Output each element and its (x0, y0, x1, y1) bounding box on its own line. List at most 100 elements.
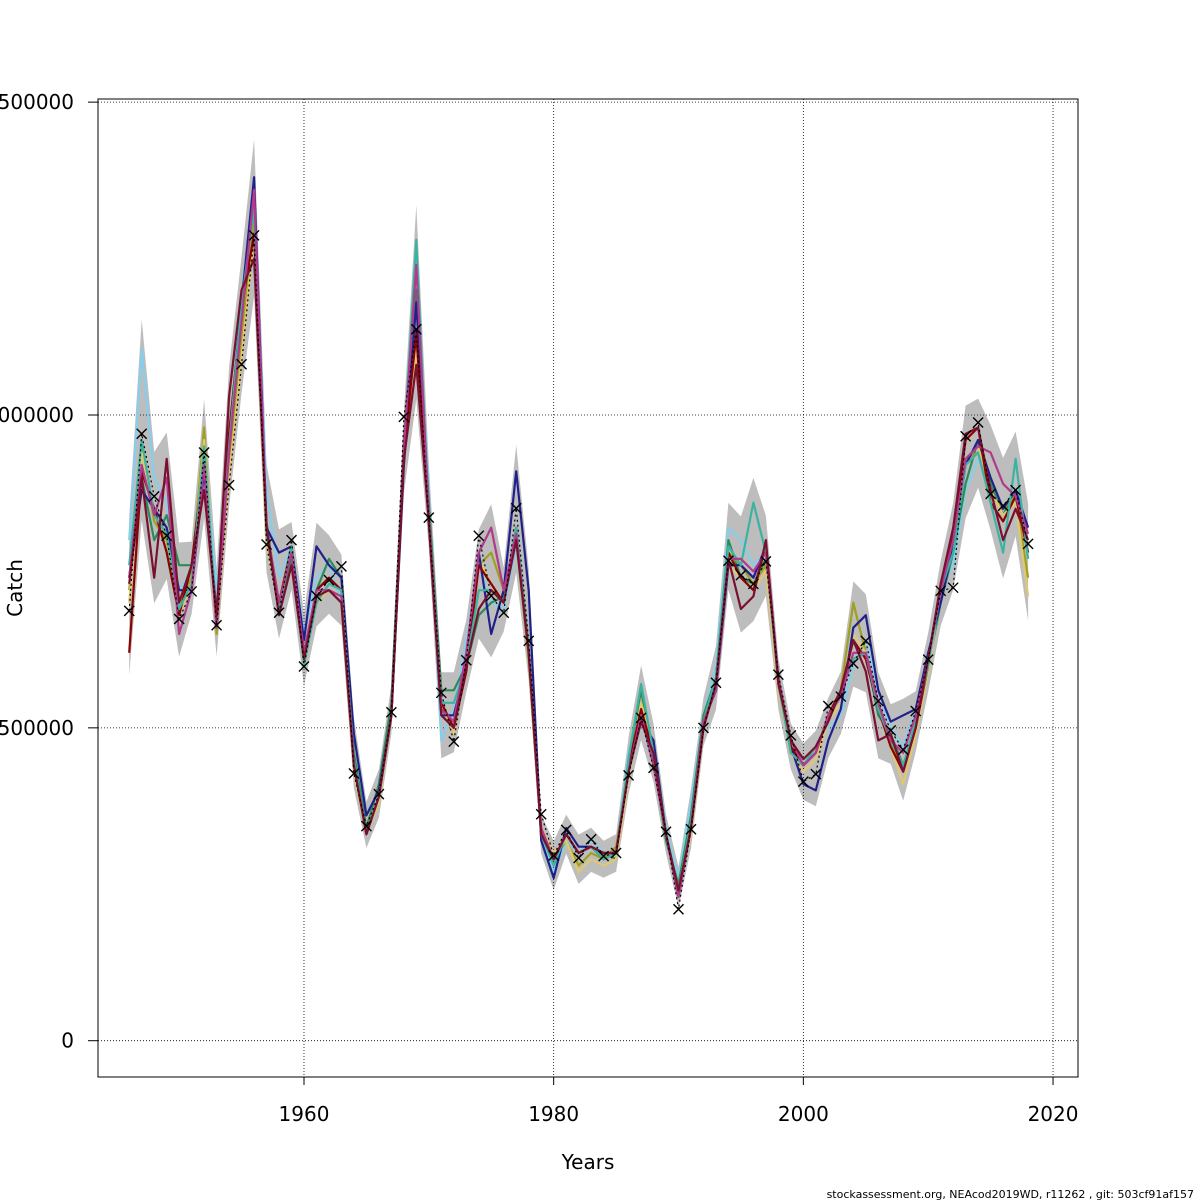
y-axis: 0 500000 1000000 1500000 (0, 90, 98, 1053)
observed-point-2003 (835, 691, 847, 703)
observed-point-1993 (710, 677, 722, 689)
observed-point-1989 (660, 826, 672, 838)
series-line-7 (128, 207, 1030, 892)
observed-point-1952 (198, 447, 210, 459)
observed-point-1956 (248, 229, 260, 241)
observed-point-1999 (785, 729, 797, 741)
observed-point-1997 (760, 555, 772, 567)
observed-point-1968 (398, 411, 410, 423)
observed-point-1987 (635, 712, 647, 724)
x-tick-label: 2020 (1028, 1102, 1079, 1126)
observed-point-1974 (473, 530, 485, 542)
observed-point-1996 (747, 578, 759, 590)
x-axis-label: Years (561, 1150, 615, 1174)
observed-point-1961 (310, 590, 322, 602)
series-line-6 (128, 232, 1030, 892)
observed-point-1988 (648, 762, 660, 774)
observed-point-1963 (335, 560, 347, 572)
observed-point-1954 (223, 479, 235, 491)
observed-point-1960 (298, 661, 310, 673)
observed-point-2007 (885, 724, 897, 736)
observed-point-2012 (947, 582, 959, 594)
observed-point-1947 (136, 428, 148, 440)
observed-point-1973 (460, 654, 472, 666)
observed-point-1994 (722, 555, 734, 567)
observed-point-1995 (735, 569, 747, 581)
observed-point-1983 (585, 833, 597, 845)
x-tick-label: 1980 (528, 1102, 579, 1126)
x-tick-label: 2000 (778, 1102, 829, 1126)
observed-point-1949 (161, 530, 173, 542)
observed-point-1972 (448, 736, 460, 748)
observed-point-1969 (410, 323, 422, 335)
observed-point-2009 (910, 705, 922, 717)
observed-point-1958 (273, 607, 285, 619)
observed-point-1955 (236, 358, 248, 370)
observed-point-1962 (323, 574, 335, 586)
series-line-9 (128, 257, 1030, 892)
observed-point-1986 (623, 769, 635, 781)
observed-point-1981 (560, 824, 572, 836)
observed-point-2001 (810, 768, 822, 780)
observed-point-1982 (573, 852, 585, 864)
series-line-5 (128, 176, 1030, 898)
observed-point-2004 (847, 657, 859, 669)
x-axis: 1960 1980 2000 2020 (279, 1077, 1079, 1126)
plot-area-border (97, 98, 1079, 1078)
observed-point-1967 (385, 706, 397, 718)
observed-point-1976 (498, 607, 510, 619)
series-line-3 (128, 219, 1030, 892)
observed-point-1964 (348, 768, 360, 780)
y-tick-label: 0 (61, 1029, 74, 1053)
observed-point-2005 (860, 635, 872, 647)
series-line-1 (128, 201, 1030, 880)
series-line-4 (128, 232, 1030, 892)
observed-point-2013 (960, 430, 972, 442)
observed-point-2000 (797, 776, 809, 788)
observed-point-2006 (872, 695, 884, 707)
observed-point-1979 (535, 808, 547, 820)
observed-point-1953 (211, 619, 223, 631)
observed-point-2011 (935, 585, 947, 597)
observed-point-1948 (148, 490, 160, 502)
series-layer (128, 176, 1030, 898)
observed-point-2017 (1010, 484, 1022, 496)
observed-point-2015 (985, 488, 997, 500)
observed-point-2014 (972, 417, 984, 428)
y-tick-label: 1000000 (0, 403, 74, 427)
observed-point-1980 (548, 850, 560, 861)
series-line-8 (128, 188, 1030, 898)
series-line-2 (128, 226, 1030, 886)
y-tick-label: 500000 (0, 716, 74, 740)
observed-point-1951 (186, 585, 198, 597)
observed-point-1970 (423, 512, 435, 524)
observed-point-1985 (610, 847, 622, 859)
observed-point-2016 (997, 500, 1009, 512)
observed-point-1991 (685, 823, 697, 835)
observed-point-1984 (598, 850, 610, 862)
observed-point-1946 (123, 605, 135, 617)
confidence-band-layer (129, 139, 1029, 908)
observed-point-1957 (261, 539, 273, 551)
observed-point-1971 (435, 687, 447, 699)
observed-point-1977 (510, 502, 522, 514)
y-axis-label: Catch (3, 559, 27, 617)
observed-point-2010 (922, 654, 934, 666)
observed-point-2002 (822, 700, 834, 712)
observed-catch-markers (123, 229, 1034, 915)
observed-point-1978 (523, 635, 535, 647)
observed-point-1965 (360, 820, 372, 832)
observed-point-1992 (697, 722, 709, 734)
observed-point-1966 (373, 788, 385, 800)
observed-point-1990 (673, 903, 685, 915)
observed-point-2008 (897, 744, 909, 756)
observed-point-1950 (173, 613, 185, 625)
confidence-band (129, 139, 1029, 908)
observed-point-1975 (485, 590, 497, 602)
x-tick-label: 1960 (279, 1102, 330, 1126)
observed-point-1959 (286, 534, 297, 546)
observed-catch-line (128, 235, 1029, 910)
y-tick-label: 1500000 (0, 90, 74, 114)
observed-point-2018 (1022, 538, 1034, 550)
